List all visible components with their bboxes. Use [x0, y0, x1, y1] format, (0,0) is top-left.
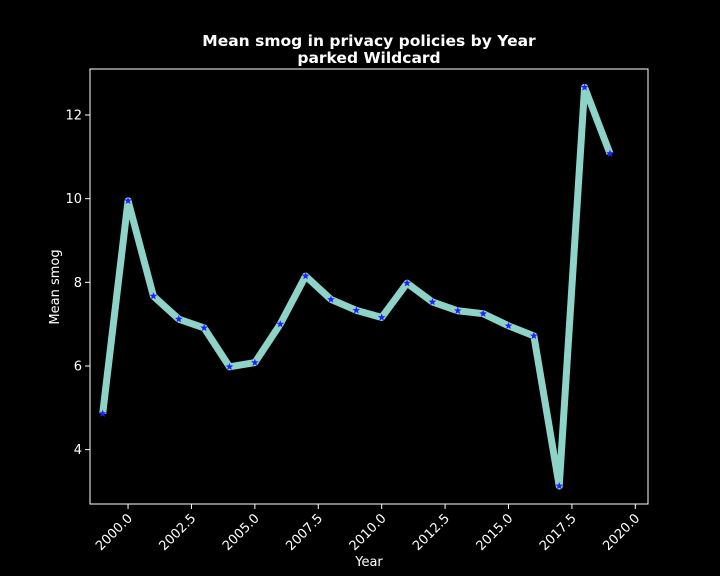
data-point-marker	[327, 295, 335, 303]
x-axis-label: Year	[354, 555, 383, 570]
y-tick-label: 8	[74, 276, 82, 291]
data-point-marker	[479, 309, 487, 317]
data-point-marker	[200, 323, 208, 332]
data-point-marker	[606, 149, 614, 157]
data-point-marker	[251, 358, 259, 366]
data-point-marker	[530, 331, 538, 340]
data-point-marker	[555, 482, 564, 490]
y-tick-label: 10	[65, 192, 82, 207]
data-point-marker	[124, 196, 132, 204]
y-axis-label: Mean smog	[48, 249, 63, 324]
data-point-marker	[428, 297, 437, 306]
plot-area-frame	[89, 68, 649, 505]
data-point-marker	[504, 321, 513, 330]
data-point-marker	[174, 315, 183, 323]
y-tick-label: 12	[65, 109, 82, 124]
data-point-marker	[377, 313, 386, 321]
chart-title: Mean smog in privacy policies by Year	[202, 32, 536, 50]
data-point-marker	[453, 306, 462, 314]
y-axis-ticks: 4 6 8 10 12	[65, 109, 90, 458]
data-point-marker	[580, 83, 589, 91]
chart-subtitle: parked Wildcard	[297, 49, 440, 67]
data-point-marker	[225, 362, 234, 371]
data-point-marker	[301, 272, 310, 280]
y-tick-label: 6	[74, 359, 82, 374]
data-point-marker	[403, 279, 411, 287]
data-point-marker	[352, 306, 361, 314]
data-point-marker	[149, 292, 158, 300]
data-point-marker	[276, 320, 285, 328]
series-markers	[98, 83, 614, 490]
y-tick-label: 4	[74, 443, 82, 458]
data-point-marker	[98, 409, 107, 417]
